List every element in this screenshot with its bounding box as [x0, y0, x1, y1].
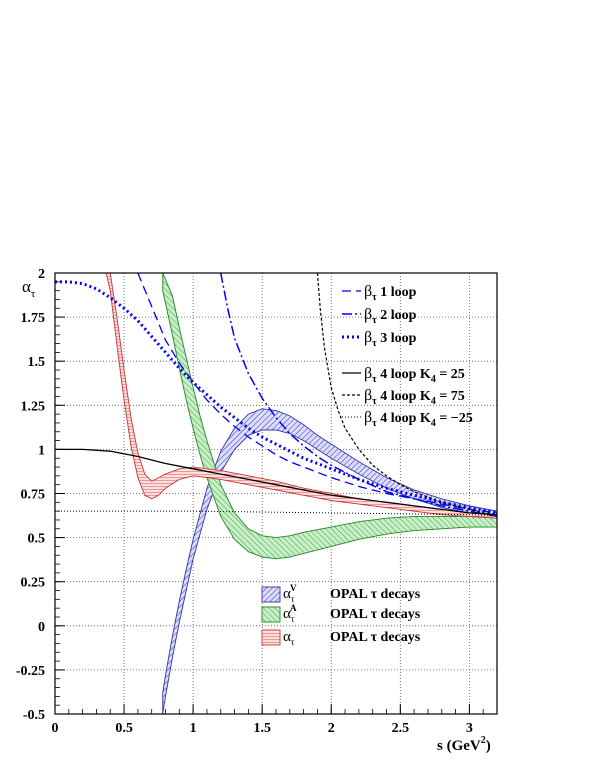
- x-axis-title: s (GeV2): [437, 735, 491, 754]
- x-tick-label: 1.5: [253, 721, 271, 736]
- legend-band-swatch: [261, 629, 281, 646]
- axes: 0 0.5 1 1.5 2 2.5 3 -0.5 -0.25 0 0.25 0.5 0.75 1 1.25 1…: [16, 267, 484, 736]
- legend-label: βτ 1 loop: [364, 283, 417, 303]
- y-axis-title: ατ: [22, 277, 36, 300]
- y-tick-label: 0: [38, 620, 45, 635]
- y-tick-label: 0.75: [21, 488, 46, 503]
- x-tick-label: 2.5: [392, 721, 410, 736]
- x-tick-label: 0: [52, 721, 59, 736]
- legend-label: βτ 4 loop K4 = 75: [364, 387, 465, 407]
- legend-band-swatch: [261, 606, 281, 623]
- series-line-1: [220, 273, 497, 518]
- grid: [55, 273, 497, 714]
- y-tick-label: 2: [38, 267, 45, 282]
- legend-band-symbol: ατA: [283, 603, 297, 624]
- legend-band-label: OPAL τ decays: [330, 607, 421, 622]
- legend-label: βτ 2 loop: [364, 306, 417, 326]
- legend-bottom: ατV OPAL τ decays ατA OPAL τ decays ατ OPAL τ…: [261, 583, 421, 647]
- y-tick-label: 0.5: [28, 532, 46, 547]
- bands: [105, 273, 497, 714]
- y-tick-label: -0.25: [16, 664, 45, 679]
- legend-label: βτ 4 loop K4 = 25: [364, 365, 465, 385]
- curves: [55, 273, 497, 518]
- y-tick-label: -0.5: [23, 708, 45, 723]
- legend-band-symbol: ατV: [283, 583, 297, 604]
- y-tick-label: 1: [38, 443, 45, 458]
- y-tick-label: 0.25: [21, 576, 46, 591]
- legend-label: βτ 4 loop K4 = −25: [364, 409, 473, 429]
- y-tick-label: 1.5: [28, 355, 46, 370]
- x-tick-label: 2: [328, 721, 335, 736]
- y-tick-label: 1.75: [21, 311, 46, 326]
- svg-text:ατ: ατ: [22, 277, 36, 300]
- series-line-5: [55, 510, 497, 517]
- band-total: [105, 273, 497, 519]
- legend-band-label: OPAL τ decays: [330, 587, 421, 602]
- svg-text:s (GeV2): s (GeV2): [437, 735, 491, 754]
- legend-label: βτ 3 loop: [364, 329, 417, 349]
- legend-band-label: OPAL τ decays: [330, 630, 421, 645]
- legend-top: βτ 1 loop βτ 2 loop βτ 3 loop βτ 4 loop K4 …: [342, 283, 473, 429]
- x-tick-label: 0.5: [115, 721, 133, 736]
- band-V: [162, 408, 497, 714]
- x-tick-label: 1: [190, 721, 197, 736]
- legend-band-swatch: [261, 586, 281, 603]
- x-tick-label: 3: [466, 721, 473, 736]
- legend-band-symbol: ατ: [283, 629, 295, 647]
- series-line-4: [316, 273, 497, 516]
- series-line-2: [55, 280, 497, 515]
- series-line-3: [55, 448, 497, 516]
- y-tick-label: 1.25: [21, 399, 46, 414]
